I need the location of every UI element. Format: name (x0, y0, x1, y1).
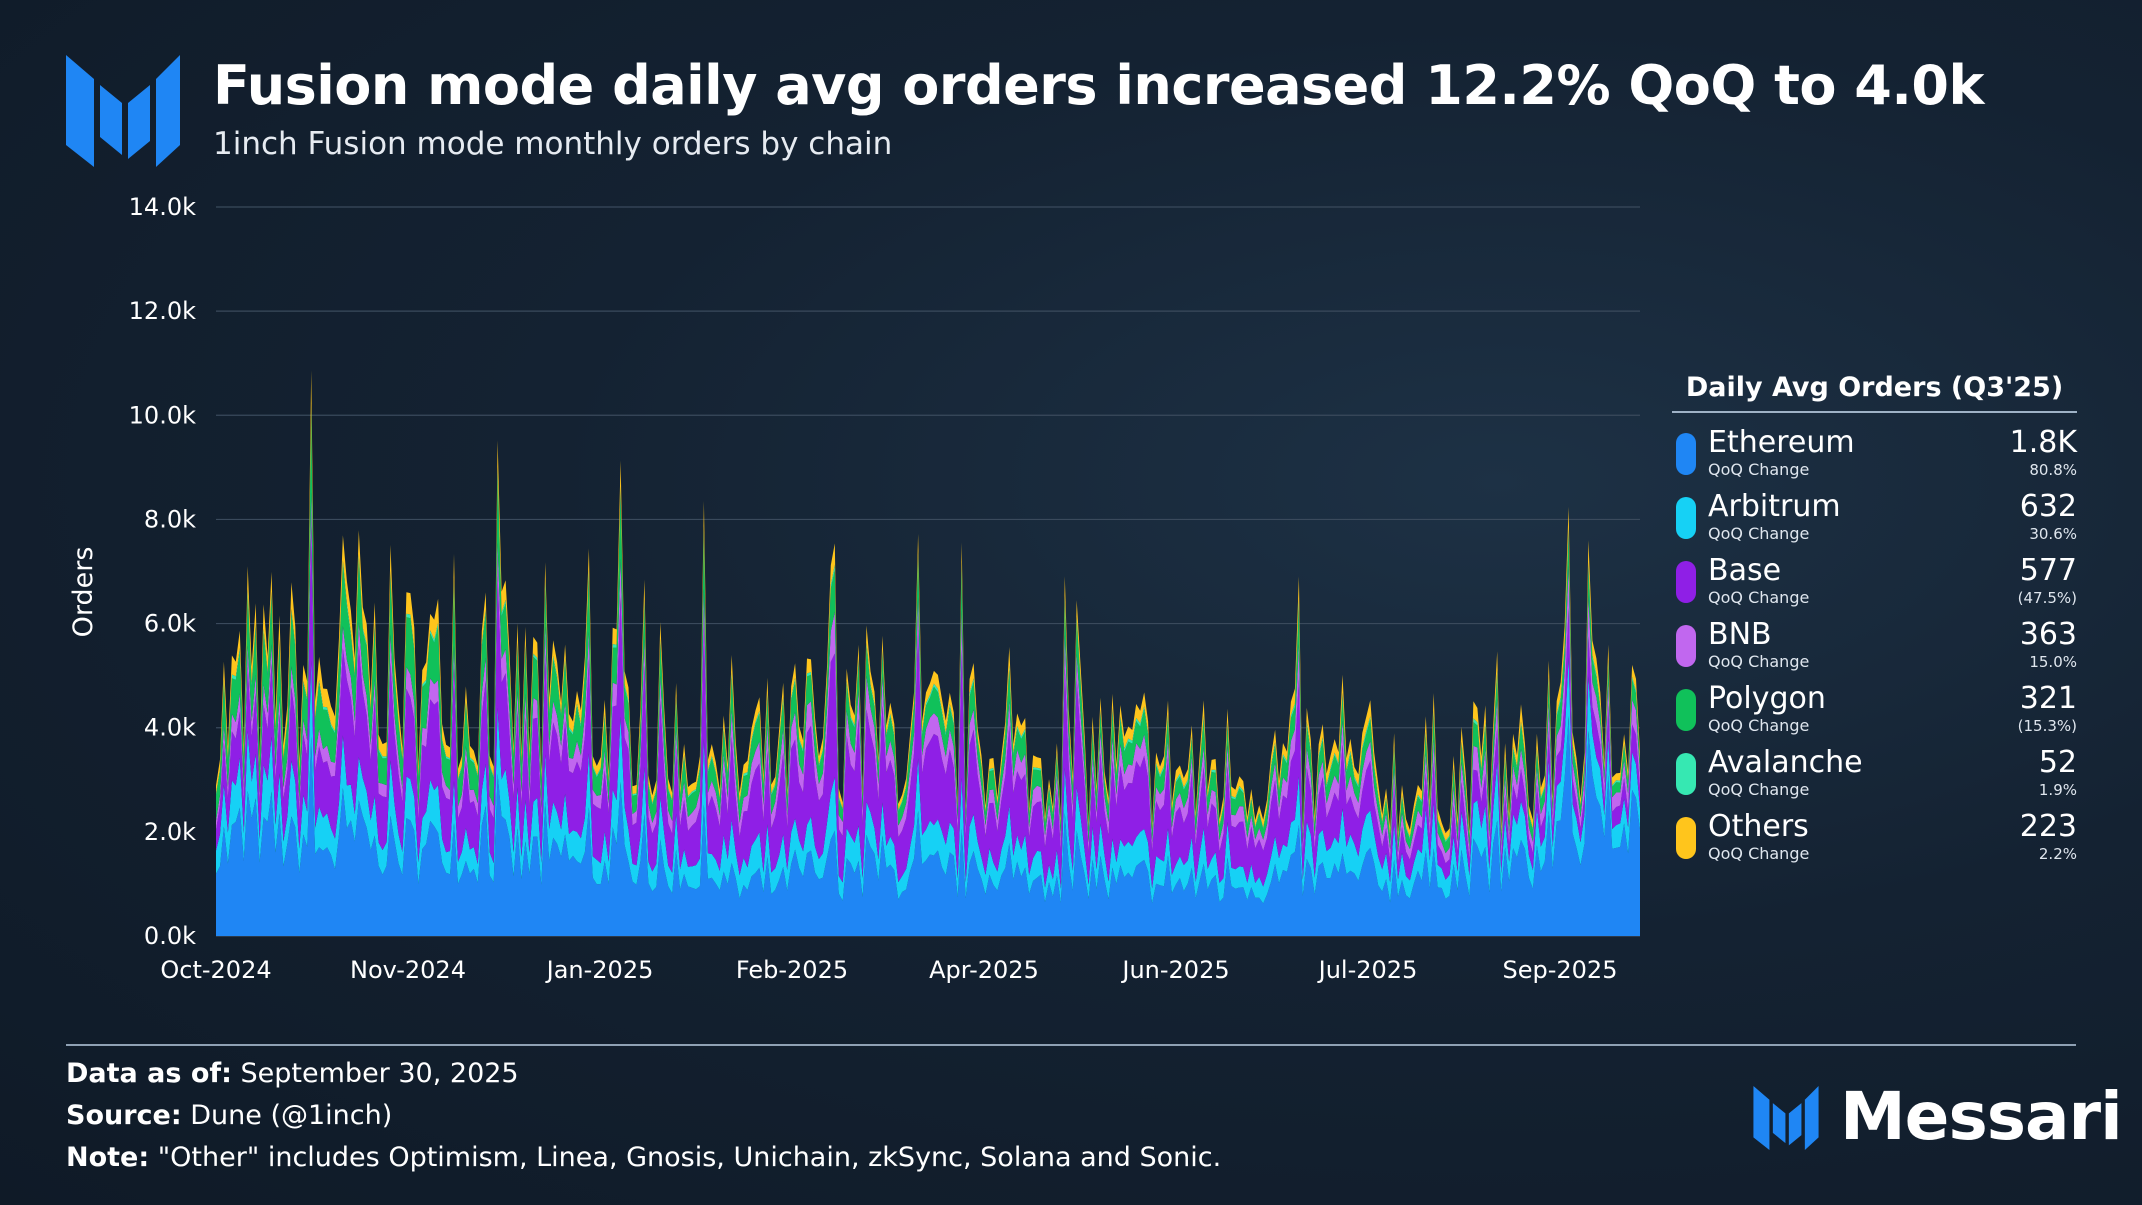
legend-value: 321 (2019, 681, 2077, 716)
legend-qoq-label: QoQ Change (1708, 844, 1810, 863)
y-tick-label: 0.0k (144, 922, 196, 950)
legend-item-polygon: Polygon QoQ Change 321 (15.3%) (1672, 675, 2077, 739)
footer-divider (66, 1044, 2076, 1046)
legend-qoq-label: QoQ Change (1708, 524, 1810, 543)
area-base (216, 526, 1640, 889)
legend-item-arbitrum: Arbitrum QoQ Change 632 30.6% (1672, 483, 2077, 547)
chart-title: Fusion mode daily avg orders increased 1… (213, 54, 1984, 117)
legend-item-base: Base QoQ Change 577 (47.5%) (1672, 547, 2077, 611)
legend-value: 577 (2019, 553, 2077, 588)
legend-swatch (1676, 817, 1696, 859)
area-polygon (216, 408, 1640, 854)
legend-panel: Daily Avg Orders (Q3'25) Ethereum QoQ Cha… (1672, 372, 2077, 867)
legend-value: 1.8K (2009, 425, 2077, 460)
footer-source: Source: Dune (@1inch) (66, 1100, 392, 1131)
x-tick-label: Jan-2025 (545, 956, 654, 984)
legend-value: 52 (2038, 745, 2077, 780)
footer-data-value: September 30, 2025 (240, 1058, 519, 1089)
legend-item-bnb: BNB QoQ Change 363 15.0% (1672, 611, 2077, 675)
x-tick-label: Jul-2025 (1317, 956, 1418, 984)
y-tick-label: 12.0k (129, 297, 196, 325)
legend-value: 632 (2019, 489, 2077, 524)
x-tick-label: Apr-2025 (929, 956, 1039, 984)
area-arbitrum (216, 657, 1640, 904)
x-tick-label: Sep-2025 (1503, 956, 1618, 984)
messari-brand-logo (1753, 1086, 1819, 1150)
legend-item-avalanche: Avalanche QoQ Change 52 1.9% (1672, 739, 2077, 803)
legend-swatch (1676, 625, 1696, 667)
legend-chain-name: Polygon (1708, 681, 1826, 716)
footer-data-label: Data as of: (66, 1058, 232, 1089)
messari-logo (66, 55, 180, 167)
legend-chain-name: Ethereum (1708, 425, 1855, 460)
legend-qoq-label: QoQ Change (1708, 588, 1810, 607)
y-tick-label: 10.0k (129, 401, 196, 429)
messari-wordmark: Messari (1840, 1078, 2123, 1155)
legend-chain-name: Arbitrum (1708, 489, 1841, 524)
legend-qoq-label: QoQ Change (1708, 780, 1810, 799)
chart-subtitle: 1inch Fusion mode monthly orders by chai… (213, 126, 893, 162)
legend-item-ethereum: Ethereum QoQ Change 1.8K 80.8% (1672, 419, 2077, 483)
legend-change: 15.0% (2029, 653, 2077, 671)
legend-title: Daily Avg Orders (Q3'25) (1672, 372, 2077, 413)
footer-note-value: "Other" includes Optimism, Linea, Gnosis… (157, 1142, 1222, 1173)
legend-qoq-label: QoQ Change (1708, 460, 1810, 479)
footer-source-value: Dune (@1inch) (190, 1100, 393, 1131)
legend-qoq-label: QoQ Change (1708, 716, 1810, 735)
legend-qoq-label: QoQ Change (1708, 652, 1810, 671)
legend-swatch (1676, 753, 1696, 795)
legend-change: 1.9% (2038, 781, 2077, 799)
legend-change: 80.8% (2029, 461, 2077, 479)
area-avalanche (216, 403, 1640, 843)
area-others (216, 370, 1640, 841)
footer-source-label: Source: (66, 1100, 182, 1131)
legend-change: (47.5%) (2017, 589, 2077, 607)
legend-chain-name: Others (1708, 809, 1809, 844)
legend-chain-name: Avalanche (1708, 745, 1863, 780)
footer-note-label: Note: (66, 1142, 150, 1173)
legend-change: 2.2% (2038, 845, 2077, 863)
y-axis-label: Orders (68, 547, 99, 638)
footer-note: Note: "Other" includes Optimism, Linea, … (66, 1142, 1221, 1173)
x-tick-label: Nov-2024 (350, 956, 466, 984)
legend-chain-name: BNB (1708, 617, 1772, 652)
y-tick-label: 2.0k (144, 818, 196, 846)
legend-swatch (1676, 689, 1696, 731)
y-tick-label: 4.0k (144, 714, 196, 742)
legend-change: (15.3%) (2017, 717, 2077, 735)
legend-swatch (1676, 561, 1696, 603)
y-tick-label: 6.0k (144, 610, 196, 638)
legend-item-others: Others QoQ Change 223 2.2% (1672, 803, 2077, 867)
legend-rows: Ethereum QoQ Change 1.8K 80.8% Arbitrum QoQ C… (1672, 419, 2077, 867)
legend-swatch (1676, 433, 1696, 475)
legend-chain-name: Base (1708, 553, 1782, 588)
x-tick-label: Jun-2025 (1120, 956, 1229, 984)
legend-swatch (1676, 497, 1696, 539)
x-tick-label: Feb-2025 (736, 956, 848, 984)
area-ethereum (216, 716, 1640, 936)
area-bnb (216, 492, 1640, 864)
legend-value: 223 (2019, 809, 2077, 844)
y-tick-label: 8.0k (144, 505, 196, 533)
footer-data-as-of: Data as of: September 30, 2025 (66, 1058, 519, 1089)
x-tick-label: Oct-2024 (160, 956, 271, 984)
y-tick-label: 14.0k (129, 193, 196, 221)
legend-value: 363 (2019, 617, 2077, 652)
legend-change: 30.6% (2029, 525, 2077, 543)
